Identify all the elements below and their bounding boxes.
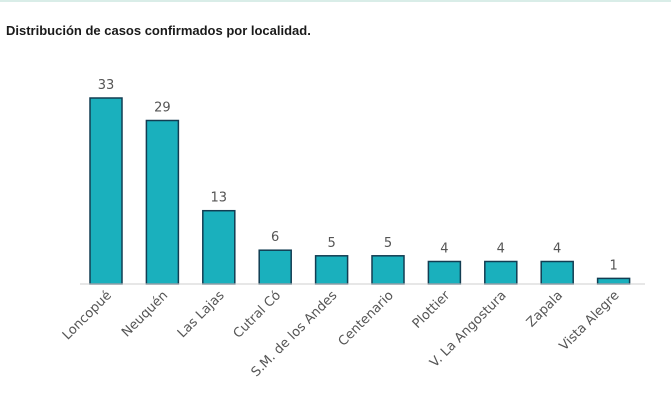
bar-5 bbox=[371, 255, 405, 285]
bar-6 bbox=[427, 260, 462, 285]
top-divider bbox=[0, 0, 671, 2]
bar-value-label-9: 1 bbox=[609, 258, 617, 273]
bar-1 bbox=[145, 119, 180, 285]
bar-value-label-2: 13 bbox=[211, 191, 228, 206]
chart-title: Distribución de casos confirmados por lo… bbox=[6, 23, 311, 38]
x-tick-label-5: Centenario bbox=[336, 288, 397, 349]
bar-value-label-3: 6 bbox=[271, 230, 279, 245]
bar-value-label-4: 5 bbox=[327, 236, 335, 251]
bar-9 bbox=[596, 277, 631, 285]
bar-2 bbox=[202, 209, 236, 285]
x-tick-label-2: Las Lajas bbox=[175, 288, 228, 341]
bar-value-label-1: 29 bbox=[154, 101, 171, 116]
x-tick-label-0: Loncopué bbox=[60, 288, 115, 343]
bar-7 bbox=[484, 260, 518, 285]
x-tick-label-1: Neuquén bbox=[119, 288, 171, 340]
bar-0 bbox=[89, 97, 123, 285]
bar-value-label-8: 4 bbox=[553, 242, 561, 257]
x-tick-label-3: Cutral Có bbox=[231, 288, 284, 341]
bar-value-label-6: 4 bbox=[440, 242, 448, 257]
bar-8 bbox=[540, 260, 574, 285]
x-tick-labels-layer: Loncopué Neuquén Las Lajas Cutral CóS.M. de… bbox=[60, 288, 623, 380]
bars-layer bbox=[89, 97, 631, 285]
value-labels-layer: 33 29 13 6 5 5 4 4 4 1 bbox=[98, 78, 618, 273]
bar-value-label-7: 4 bbox=[497, 242, 505, 257]
bar-value-label-5: 5 bbox=[384, 236, 392, 251]
bar-3 bbox=[258, 249, 292, 285]
x-tick-label-8: Zapala bbox=[524, 288, 566, 330]
bar-4 bbox=[314, 255, 349, 285]
bar-value-label-0: 33 bbox=[98, 78, 115, 93]
x-tick-label-9: Vista Alegre bbox=[557, 288, 623, 354]
x-tick-label-6: Plottier bbox=[410, 288, 454, 332]
